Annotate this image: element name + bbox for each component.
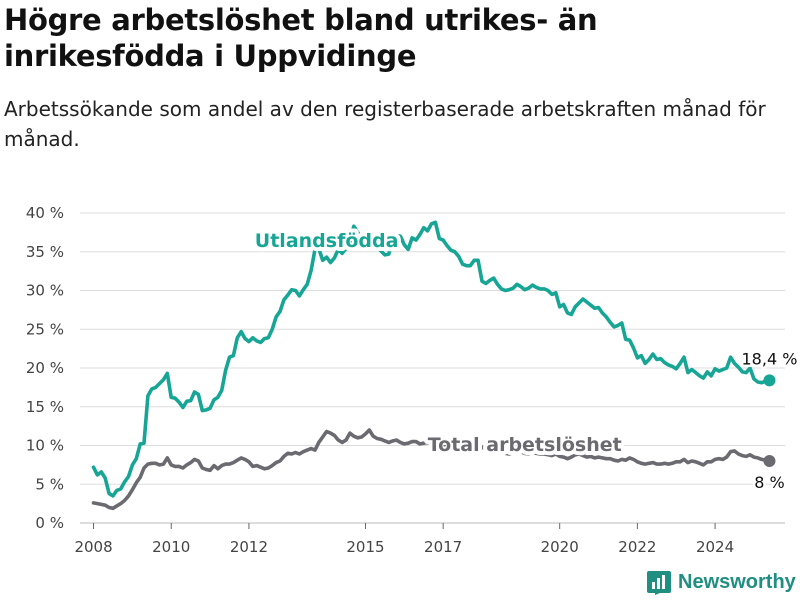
series-name-utlandsfodda: Utlandsfödda bbox=[255, 230, 399, 252]
end-label-halo: 8 % bbox=[754, 473, 784, 492]
end-label-halo: 18,4 % bbox=[742, 349, 798, 368]
x-axis: 2008 2010 2012 2015 2017 2020 2022 2024 bbox=[74, 523, 734, 556]
series-line-total-arbetsloshet bbox=[91, 428, 772, 511]
y-tick-label: 40 % bbox=[26, 204, 64, 222]
y-tick-label: 10 % bbox=[26, 437, 64, 455]
x-tick-label: 2017 bbox=[424, 538, 462, 556]
series-name-halo: Utlandsfödda bbox=[255, 230, 399, 252]
y-tick-label: 15 % bbox=[26, 398, 64, 416]
y-axis: 0 % 5 % 10 % 15 % 20 % 25 % 30 % 35 % 40 % bbox=[26, 204, 64, 532]
x-tick-label: 2020 bbox=[541, 538, 579, 556]
end-point-total-arbetsloshet bbox=[763, 455, 776, 467]
x-tick-label: 2022 bbox=[618, 538, 656, 556]
y-tick-label: 20 % bbox=[26, 359, 64, 377]
brand-logo: Newsworthy bbox=[646, 568, 796, 596]
y-tick-label: 25 % bbox=[26, 320, 64, 338]
chart-subtitle: Arbetssökande som andel av den registerb… bbox=[4, 97, 766, 151]
x-tick-label: 2012 bbox=[230, 538, 268, 556]
series-name-halo: Total arbetslöshet bbox=[428, 434, 622, 456]
series-line-utlandsfodda bbox=[91, 220, 772, 498]
end-point-utlandsfodda bbox=[763, 374, 776, 387]
x-tick-label: 2024 bbox=[696, 538, 734, 556]
y-tick-label: 35 % bbox=[26, 243, 64, 261]
x-tick-label: 2008 bbox=[74, 538, 112, 556]
end-label-total-arbetsloshet: 8 % bbox=[754, 473, 784, 492]
x-tick-label: 2015 bbox=[346, 538, 384, 556]
y-tick-label: 5 % bbox=[35, 475, 64, 493]
y-tick-label: 30 % bbox=[26, 282, 64, 300]
brand-name: Newsworthy bbox=[678, 570, 796, 593]
end-label-utlandsfodda: 18,4 % bbox=[742, 349, 798, 368]
newsworthy-icon bbox=[647, 571, 671, 595]
series-name-total-arbetsloshet: Total arbetslöshet bbox=[428, 434, 622, 456]
grid-lines bbox=[80, 212, 785, 524]
series-lines bbox=[91, 220, 776, 511]
x-tick-label: 2010 bbox=[152, 538, 190, 556]
chart-title: Högre arbetslöshet bland utrikes- än inr… bbox=[4, 3, 598, 73]
y-tick-label: 0 % bbox=[35, 514, 64, 532]
